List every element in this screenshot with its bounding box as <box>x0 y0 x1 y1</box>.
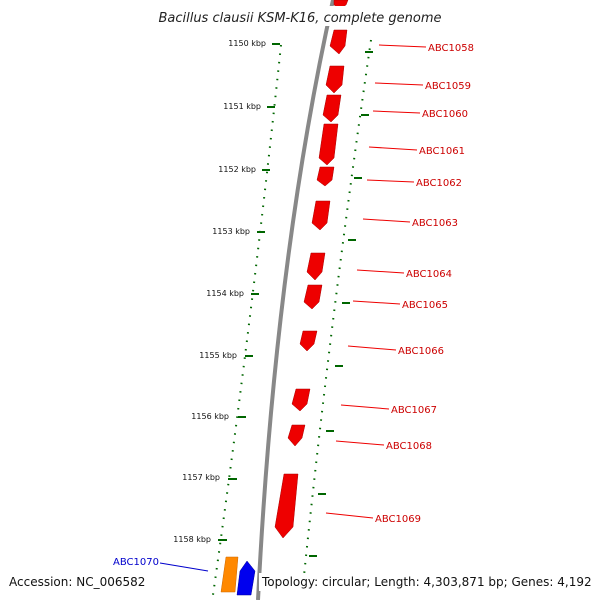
ticks-1156: 1156 kbp <box>191 412 246 421</box>
gene-label-abc1059[interactable]: ABC1059 <box>425 81 471 92</box>
tick-label-1155: 1155 kbp <box>199 351 237 360</box>
gene-arrow[interactable] <box>322 94 342 123</box>
leader-line <box>335 440 385 446</box>
map-title: Bacillus clausii KSM-K16, complete genom… <box>158 11 441 26</box>
accession-text: Accession: NC_006582 <box>9 575 145 589</box>
gene-arrow[interactable] <box>291 388 311 412</box>
tick-label-1154: 1154 kbp <box>206 289 244 298</box>
leader-line <box>340 404 390 410</box>
left-tick-ruler <box>212 44 282 596</box>
footer-topology-background <box>259 573 597 591</box>
ticks-1157: 1157 kbp <box>182 473 237 482</box>
tick-label-1158: 1158 kbp <box>173 535 211 544</box>
leader-line <box>362 218 411 223</box>
gene-arrow[interactable] <box>318 123 339 166</box>
ticks-1158: 1158 kbp <box>173 535 227 544</box>
gene-label-abc1065[interactable]: ABC1065 <box>402 300 448 311</box>
tick-label-1157: 1157 kbp <box>182 473 220 482</box>
ticks-1150: 1150 kbp <box>228 39 280 48</box>
gene-arrow[interactable] <box>316 166 335 187</box>
rna-gene-block[interactable] <box>220 556 239 593</box>
gene-label-abc1066[interactable]: ABC1066 <box>398 346 444 357</box>
gene-label-abc1060[interactable]: ABC1060 <box>422 109 468 120</box>
topology-text: Topology: circular; Length: 4,303,871 bp… <box>261 575 592 589</box>
leader-line <box>352 300 401 305</box>
leader-line <box>366 179 415 183</box>
gene-label-abc1058[interactable]: ABC1058 <box>428 43 474 54</box>
leader-line <box>356 269 405 274</box>
reverse-gene-arrow[interactable] <box>236 560 256 596</box>
gene-arrow[interactable] <box>287 424 306 447</box>
tick-label-1156: 1156 kbp <box>191 412 229 421</box>
gene-arrow[interactable] <box>299 330 318 352</box>
ticks-1154: 1154 kbp <box>206 289 259 298</box>
leader-line <box>378 44 427 48</box>
gene-label-abc1062[interactable]: ABC1062 <box>416 178 462 189</box>
gene-label-abc1067[interactable]: ABC1067 <box>391 405 437 416</box>
leader-line <box>325 512 374 519</box>
gene-label-abc1064[interactable]: ABC1064 <box>406 269 452 280</box>
gene-labels: ABC1058 ABC1059 ABC1060 ABC1061 ABC1062 … <box>113 43 474 568</box>
leader-line <box>372 110 421 114</box>
ticks-1152: 1152 kbp <box>218 165 270 174</box>
title-background <box>145 6 457 26</box>
ticks-1153: 1153 kbp <box>212 227 265 236</box>
gene-arrow[interactable] <box>274 473 299 539</box>
gene-label-abc1070[interactable]: ABC1070 <box>113 557 159 568</box>
footer-accession-background <box>5 573 145 591</box>
leader-line <box>374 82 424 86</box>
tick-label-1152: 1152 kbp <box>218 165 256 174</box>
ticks-1151: 1151 kbp <box>223 102 275 111</box>
leader-line <box>159 562 209 572</box>
gene-label-abc1069[interactable]: ABC1069 <box>375 514 421 525</box>
gene-label-abc1068[interactable]: ABC1068 <box>386 441 432 452</box>
gene-arrow[interactable] <box>303 284 323 310</box>
right-tick-ruler <box>301 39 372 596</box>
gene-arrow[interactable] <box>306 252 326 281</box>
gene-arrows <box>274 0 349 539</box>
gene-arrow[interactable] <box>311 200 331 231</box>
leader-line <box>368 146 418 151</box>
right-ruler-ticks <box>309 51 373 557</box>
gene-arrow[interactable] <box>329 29 348 55</box>
gene-label-abc1061[interactable]: ABC1061 <box>419 146 465 157</box>
tick-label-1151: 1151 kbp <box>223 102 261 111</box>
genome-backbone <box>256 0 335 601</box>
ticks-1155: 1155 kbp <box>199 351 253 360</box>
tick-label-1153: 1153 kbp <box>212 227 250 236</box>
gene-arrow[interactable] <box>325 65 345 94</box>
tick-label-1150: 1150 kbp <box>228 39 266 48</box>
gene-label-abc1063[interactable]: ABC1063 <box>412 218 458 229</box>
label-leaders <box>159 44 427 572</box>
leader-line <box>347 345 397 351</box>
